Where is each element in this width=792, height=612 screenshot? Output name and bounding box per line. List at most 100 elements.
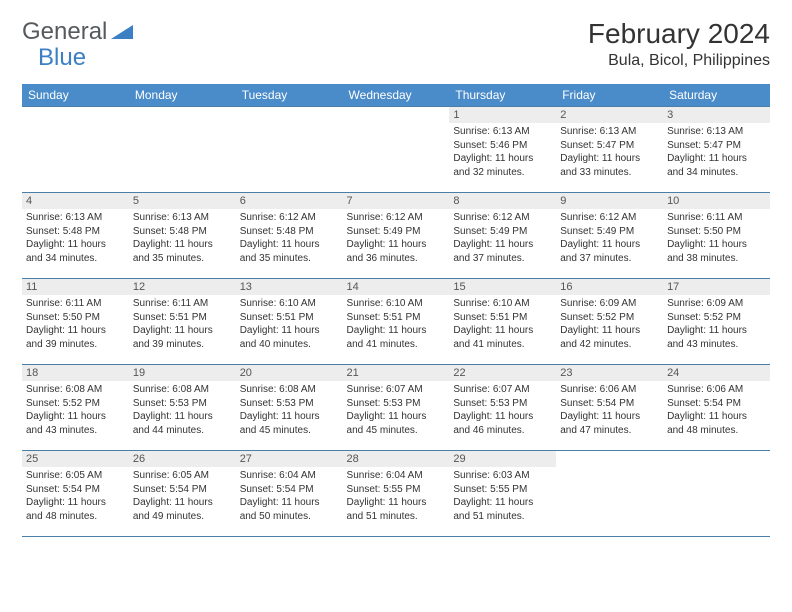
- day-details: Sunrise: 6:07 AMSunset: 5:53 PMDaylight:…: [343, 381, 450, 441]
- day-details: Sunrise: 6:11 AMSunset: 5:50 PMDaylight:…: [663, 209, 770, 269]
- day-number: 14: [343, 279, 450, 295]
- day-details: Sunrise: 6:03 AMSunset: 5:55 PMDaylight:…: [449, 467, 556, 527]
- day-number: 5: [129, 193, 236, 209]
- day-details: Sunrise: 6:05 AMSunset: 5:54 PMDaylight:…: [22, 467, 129, 527]
- calendar-day-cell: [236, 107, 343, 193]
- day-number: 15: [449, 279, 556, 295]
- weekday-header: Thursday: [449, 84, 556, 107]
- day-number: 25: [22, 451, 129, 467]
- calendar-day-cell: 24Sunrise: 6:06 AMSunset: 5:54 PMDayligh…: [663, 365, 770, 451]
- calendar-day-cell: 15Sunrise: 6:10 AMSunset: 5:51 PMDayligh…: [449, 279, 556, 365]
- day-number: 3: [663, 107, 770, 123]
- calendar-day-cell: 22Sunrise: 6:07 AMSunset: 5:53 PMDayligh…: [449, 365, 556, 451]
- day-number: 26: [129, 451, 236, 467]
- weekday-header: Wednesday: [343, 84, 450, 107]
- calendar-day-cell: 6Sunrise: 6:12 AMSunset: 5:48 PMDaylight…: [236, 193, 343, 279]
- day-details: Sunrise: 6:13 AMSunset: 5:47 PMDaylight:…: [663, 123, 770, 183]
- calendar-week-row: 1Sunrise: 6:13 AMSunset: 5:46 PMDaylight…: [22, 107, 770, 193]
- day-number: 8: [449, 193, 556, 209]
- logo-text-blue: Blue: [38, 44, 86, 72]
- day-number: 18: [22, 365, 129, 381]
- day-details: Sunrise: 6:10 AMSunset: 5:51 PMDaylight:…: [236, 295, 343, 355]
- day-details: Sunrise: 6:10 AMSunset: 5:51 PMDaylight:…: [449, 295, 556, 355]
- day-details: Sunrise: 6:07 AMSunset: 5:53 PMDaylight:…: [449, 381, 556, 441]
- calendar-day-cell: 16Sunrise: 6:09 AMSunset: 5:52 PMDayligh…: [556, 279, 663, 365]
- calendar-day-cell: 10Sunrise: 6:11 AMSunset: 5:50 PMDayligh…: [663, 193, 770, 279]
- calendar-day-cell: 23Sunrise: 6:06 AMSunset: 5:54 PMDayligh…: [556, 365, 663, 451]
- calendar-day-cell: [556, 451, 663, 537]
- logo: General: [22, 18, 135, 46]
- weekday-header: Friday: [556, 84, 663, 107]
- day-details: Sunrise: 6:09 AMSunset: 5:52 PMDaylight:…: [556, 295, 663, 355]
- calendar-week-row: 11Sunrise: 6:11 AMSunset: 5:50 PMDayligh…: [22, 279, 770, 365]
- weekday-header: Monday: [129, 84, 236, 107]
- day-details: Sunrise: 6:04 AMSunset: 5:55 PMDaylight:…: [343, 467, 450, 527]
- calendar-day-cell: 5Sunrise: 6:13 AMSunset: 5:48 PMDaylight…: [129, 193, 236, 279]
- calendar-day-cell: 9Sunrise: 6:12 AMSunset: 5:49 PMDaylight…: [556, 193, 663, 279]
- calendar-week-row: 4Sunrise: 6:13 AMSunset: 5:48 PMDaylight…: [22, 193, 770, 279]
- calendar-week-row: 18Sunrise: 6:08 AMSunset: 5:52 PMDayligh…: [22, 365, 770, 451]
- day-details: Sunrise: 6:08 AMSunset: 5:53 PMDaylight:…: [236, 381, 343, 441]
- day-details: Sunrise: 6:13 AMSunset: 5:47 PMDaylight:…: [556, 123, 663, 183]
- day-number: 27: [236, 451, 343, 467]
- calendar-day-cell: 25Sunrise: 6:05 AMSunset: 5:54 PMDayligh…: [22, 451, 129, 537]
- calendar-day-cell: 28Sunrise: 6:04 AMSunset: 5:55 PMDayligh…: [343, 451, 450, 537]
- day-details: Sunrise: 6:05 AMSunset: 5:54 PMDaylight:…: [129, 467, 236, 527]
- day-number: 4: [22, 193, 129, 209]
- day-number: 23: [556, 365, 663, 381]
- location-text: Bula, Bicol, Philippines: [588, 52, 770, 70]
- weekday-header: Tuesday: [236, 84, 343, 107]
- calendar-day-cell: 14Sunrise: 6:10 AMSunset: 5:51 PMDayligh…: [343, 279, 450, 365]
- day-number: 13: [236, 279, 343, 295]
- calendar-day-cell: 12Sunrise: 6:11 AMSunset: 5:51 PMDayligh…: [129, 279, 236, 365]
- day-details: Sunrise: 6:11 AMSunset: 5:51 PMDaylight:…: [129, 295, 236, 355]
- calendar-day-cell: 18Sunrise: 6:08 AMSunset: 5:52 PMDayligh…: [22, 365, 129, 451]
- day-details: Sunrise: 6:09 AMSunset: 5:52 PMDaylight:…: [663, 295, 770, 355]
- calendar-day-cell: [129, 107, 236, 193]
- day-number: 9: [556, 193, 663, 209]
- calendar-day-cell: 27Sunrise: 6:04 AMSunset: 5:54 PMDayligh…: [236, 451, 343, 537]
- calendar-body: 1Sunrise: 6:13 AMSunset: 5:46 PMDaylight…: [22, 107, 770, 537]
- day-number: 11: [22, 279, 129, 295]
- day-details: Sunrise: 6:04 AMSunset: 5:54 PMDaylight:…: [236, 467, 343, 527]
- day-details: Sunrise: 6:12 AMSunset: 5:48 PMDaylight:…: [236, 209, 343, 269]
- day-number: 28: [343, 451, 450, 467]
- day-details: Sunrise: 6:08 AMSunset: 5:52 PMDaylight:…: [22, 381, 129, 441]
- logo-triangle-icon: [111, 18, 133, 46]
- day-number: 2: [556, 107, 663, 123]
- calendar-day-cell: 29Sunrise: 6:03 AMSunset: 5:55 PMDayligh…: [449, 451, 556, 537]
- calendar-day-cell: [663, 451, 770, 537]
- calendar-day-cell: 26Sunrise: 6:05 AMSunset: 5:54 PMDayligh…: [129, 451, 236, 537]
- day-details: Sunrise: 6:13 AMSunset: 5:48 PMDaylight:…: [22, 209, 129, 269]
- calendar-day-cell: 11Sunrise: 6:11 AMSunset: 5:50 PMDayligh…: [22, 279, 129, 365]
- day-details: Sunrise: 6:13 AMSunset: 5:48 PMDaylight:…: [129, 209, 236, 269]
- weekday-header: Sunday: [22, 84, 129, 107]
- day-number: 6: [236, 193, 343, 209]
- calendar-week-row: 25Sunrise: 6:05 AMSunset: 5:54 PMDayligh…: [22, 451, 770, 537]
- calendar-day-cell: 13Sunrise: 6:10 AMSunset: 5:51 PMDayligh…: [236, 279, 343, 365]
- day-number: 29: [449, 451, 556, 467]
- day-number: 7: [343, 193, 450, 209]
- day-number: 17: [663, 279, 770, 295]
- day-number: 24: [663, 365, 770, 381]
- calendar-day-cell: 20Sunrise: 6:08 AMSunset: 5:53 PMDayligh…: [236, 365, 343, 451]
- day-number: 22: [449, 365, 556, 381]
- calendar-day-cell: 17Sunrise: 6:09 AMSunset: 5:52 PMDayligh…: [663, 279, 770, 365]
- title-block: February 2024 Bula, Bicol, Philippines: [588, 18, 770, 70]
- calendar-day-cell: 8Sunrise: 6:12 AMSunset: 5:49 PMDaylight…: [449, 193, 556, 279]
- day-details: Sunrise: 6:06 AMSunset: 5:54 PMDaylight:…: [663, 381, 770, 441]
- day-number: 12: [129, 279, 236, 295]
- day-number: 20: [236, 365, 343, 381]
- day-details: Sunrise: 6:12 AMSunset: 5:49 PMDaylight:…: [343, 209, 450, 269]
- day-details: Sunrise: 6:13 AMSunset: 5:46 PMDaylight:…: [449, 123, 556, 183]
- logo-text-general: General: [22, 18, 107, 46]
- month-title: February 2024: [588, 18, 770, 50]
- day-number: 10: [663, 193, 770, 209]
- day-details: Sunrise: 6:08 AMSunset: 5:53 PMDaylight:…: [129, 381, 236, 441]
- day-details: Sunrise: 6:12 AMSunset: 5:49 PMDaylight:…: [449, 209, 556, 269]
- calendar-day-cell: 19Sunrise: 6:08 AMSunset: 5:53 PMDayligh…: [129, 365, 236, 451]
- day-details: Sunrise: 6:12 AMSunset: 5:49 PMDaylight:…: [556, 209, 663, 269]
- calendar-day-cell: 1Sunrise: 6:13 AMSunset: 5:46 PMDaylight…: [449, 107, 556, 193]
- day-details: Sunrise: 6:10 AMSunset: 5:51 PMDaylight:…: [343, 295, 450, 355]
- day-number: 21: [343, 365, 450, 381]
